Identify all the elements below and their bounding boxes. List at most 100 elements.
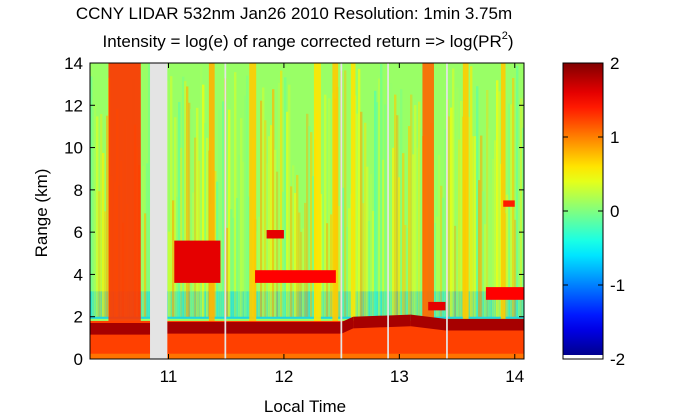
noise-column [480,135,483,317]
noise-column [266,163,269,317]
boundary-layer-segment [90,323,151,335]
noise-column [104,211,107,317]
noise-column [286,111,289,317]
bright-column [249,63,257,328]
noise-column [276,171,279,317]
colorbar-tick-label: 1 [610,128,619,147]
noise-column [488,128,491,317]
noise-column [272,89,275,317]
noise-column [390,83,393,317]
noise-column [226,227,229,317]
noise-column [360,111,363,317]
bright-column [332,63,339,328]
noise-column [320,194,323,317]
bright-column [313,63,321,328]
noise-column [188,102,191,317]
heatmap-plot-area [89,62,525,360]
noise-column [376,102,379,317]
surface-layer [90,353,524,359]
boundary-layer-segment [353,314,411,329]
noise-column [516,65,519,317]
bright-column [350,63,356,328]
noise-column [370,173,373,317]
x-tick-label: 14 [505,367,524,386]
noise-column [246,75,249,317]
noise-column [412,154,415,317]
noise-column [218,109,221,317]
noise-column [92,108,95,317]
noise-column [222,101,225,317]
noise-column [294,192,297,317]
noise-column [452,68,455,317]
noise-column [102,153,105,317]
noise-column [260,100,263,317]
noise-column [178,102,181,317]
bright-column [500,63,506,328]
noise-column [442,197,445,317]
noise-column [234,72,237,317]
noise-column [522,127,524,317]
noise-column [258,216,261,317]
y-tick-label: 8 [74,181,83,200]
noise-column [342,187,345,317]
noise-column [378,78,381,317]
noise-column [184,81,187,317]
y-tick-label: 6 [74,223,83,242]
noise-column [190,109,193,317]
noise-column [148,63,151,317]
noise-column [392,147,395,317]
noise-column [270,125,273,317]
noise-column [356,113,359,317]
noise-column [460,100,463,317]
noise-column [436,216,439,317]
noise-column [414,105,417,317]
noise-column [240,118,243,317]
colorbar-fill [563,63,603,359]
noise-column [268,136,271,317]
noise-column [244,95,247,317]
x-tick-label: 11 [160,367,178,386]
noise-column [486,90,489,317]
noise-column [172,200,175,317]
cloud-layer [503,200,515,207]
noise-column [496,80,499,317]
noise-column [346,227,349,317]
noise-column [288,84,291,317]
noise-column [282,191,285,317]
colorbar-ticks: -2 -1 0 1 2 [563,54,625,369]
noise-column [304,202,307,317]
noise-column [264,120,267,317]
noise-column [174,117,177,317]
noise-column [518,143,521,317]
noise-column [366,166,369,317]
bright-column [462,63,469,328]
noise-column [140,132,143,317]
noise-column [514,219,517,317]
x-tick-label: 13 [390,367,409,386]
noise-column [344,70,347,317]
noise-column [362,203,365,317]
boundary-layer-segment [410,314,446,331]
noise-column [284,77,287,317]
noise-column [490,183,493,317]
boundary-layer-segment [341,316,354,334]
noise-column [280,70,283,317]
noise-column [238,154,241,317]
no-data-gap [446,63,448,359]
noise-column [182,76,185,317]
noise-column [416,147,419,317]
noise-column [450,107,453,317]
noise-column [478,180,481,317]
noise-column [242,161,245,317]
noise-column [330,214,333,317]
noise-column [194,137,197,317]
noise-column [100,114,103,317]
noise-column [408,126,411,317]
noise-column [292,165,295,317]
noise-column [472,136,475,317]
x-axis-ticks: 11 12 13 14 [160,63,524,386]
noise-column [204,123,207,317]
noise-column [444,129,447,317]
noise-column [388,154,391,317]
no-data-gap [387,63,389,359]
